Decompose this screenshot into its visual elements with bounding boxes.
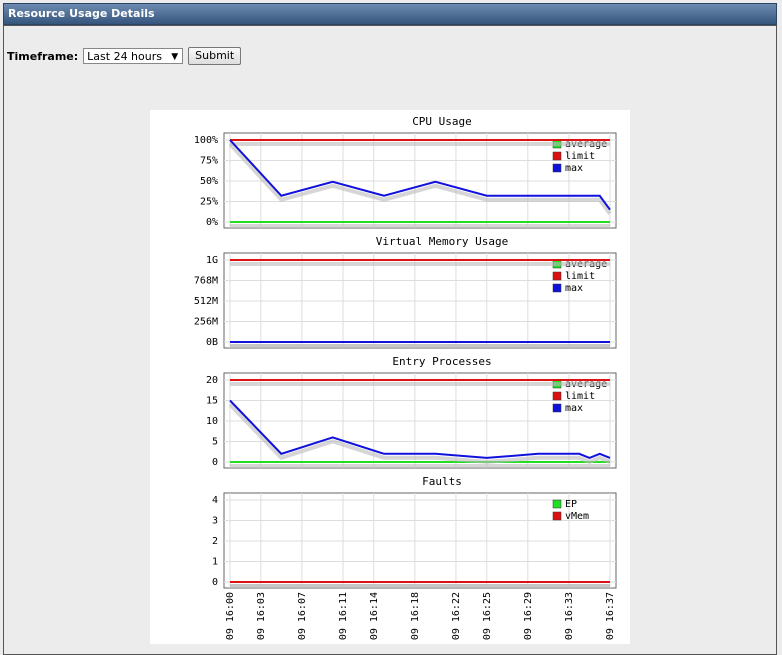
x-tick-label: 09 16:00 <box>225 592 236 640</box>
x-tick-label: 09 16:29 <box>523 592 534 640</box>
legend-swatch <box>552 391 562 401</box>
y-tick-label: 50% <box>200 176 218 187</box>
x-tick-label: 09 16:22 <box>451 592 462 640</box>
y-tick-label: 0% <box>206 217 218 228</box>
legend-label: limit <box>565 391 595 402</box>
line-shadow <box>228 142 612 215</box>
legend-swatch <box>552 499 562 509</box>
legend-swatch <box>552 283 562 293</box>
y-tick-label: 0B <box>206 337 218 348</box>
submit-button[interactable]: Submit <box>188 47 242 65</box>
header-title: Resource Usage Details <box>3 3 777 25</box>
y-tick-label: 768M <box>194 276 218 287</box>
timeframe-select[interactable]: Last 24 hours <box>83 48 184 65</box>
legend-label: max <box>565 163 583 174</box>
y-tick-label: 1G <box>206 255 218 266</box>
legend-label: max <box>565 283 583 294</box>
x-tick-label: 09 16:37 <box>605 592 616 640</box>
series-line <box>229 399 611 459</box>
legend-swatch <box>552 271 562 281</box>
y-tick-label: 15 <box>206 396 218 407</box>
y-tick-label: 512M <box>194 296 218 307</box>
series-line <box>229 139 611 211</box>
y-tick-label: 3 <box>212 516 218 527</box>
x-tick-label: 09 16:07 <box>297 592 308 640</box>
legend-swatch <box>552 151 562 161</box>
y-tick-label: 5 <box>212 437 218 448</box>
x-tick-label: 09 16:18 <box>410 592 421 640</box>
legend-label: limit <box>565 271 595 282</box>
y-tick-label: 0 <box>212 577 218 588</box>
legend-label: max <box>565 403 583 414</box>
legend-label: EP <box>565 499 577 510</box>
timeframe-form: Timeframe: Last 24 hours Submit <box>7 47 242 65</box>
y-tick-label: 0 <box>212 457 218 468</box>
x-tick-label: 09 16:14 <box>369 592 380 640</box>
y-tick-label: 256M <box>194 317 218 328</box>
y-tick-label: 20 <box>206 375 218 386</box>
legend-swatch <box>552 403 562 413</box>
chart-title: Faults <box>422 475 462 488</box>
y-tick-label: 2 <box>212 536 218 547</box>
timeframe-label: Timeframe: <box>7 49 79 63</box>
y-tick-label: 75% <box>200 156 218 167</box>
legend-swatch <box>552 511 562 521</box>
y-tick-label: 10 <box>206 416 218 427</box>
y-tick-label: 1 <box>212 557 218 568</box>
y-tick-label: 25% <box>200 197 218 208</box>
y-tick-label: 100% <box>194 135 218 146</box>
legend-label: vMem <box>565 511 589 522</box>
x-tick-label: 09 16:25 <box>482 592 493 640</box>
chart-title: Virtual Memory Usage <box>376 235 508 248</box>
legend-swatch <box>552 163 562 173</box>
x-tick-label: 09 16:03 <box>256 592 267 640</box>
chart-title: CPU Usage <box>412 115 472 128</box>
y-tick-label: 4 <box>212 495 218 506</box>
legend-label: limit <box>565 151 595 162</box>
chart-title: Entry Processes <box>392 355 491 368</box>
line-shadow <box>228 403 611 465</box>
x-tick-label: 09 16:11 <box>338 592 349 640</box>
x-tick-label: 09 16:33 <box>564 592 575 640</box>
